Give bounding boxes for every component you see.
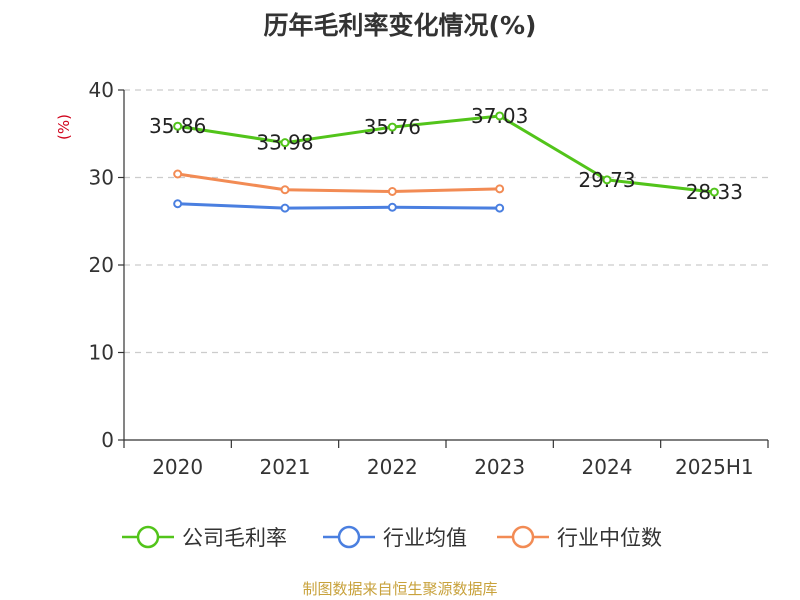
data-label: 35.86	[149, 114, 206, 138]
legend: 公司毛利率 行业均值 行业中位数	[122, 525, 662, 550]
y-tick-label: 40	[89, 78, 114, 102]
x-tick-label: 2023	[474, 455, 525, 479]
gridlines	[124, 89, 768, 354]
legend-marker	[136, 525, 160, 549]
data-point	[173, 121, 183, 131]
series-line	[177, 114, 715, 194]
data-label: 29.73	[578, 168, 635, 192]
data-point	[280, 138, 290, 148]
data-point	[280, 203, 290, 213]
data-label: 33.98	[256, 131, 313, 155]
series-line	[177, 202, 500, 210]
data-point	[495, 184, 505, 194]
x-tick-label: 2025H1	[675, 455, 754, 479]
y-tick-label: 20	[89, 253, 114, 277]
legend-marker	[511, 525, 535, 549]
x-tick-label: 2024	[582, 455, 633, 479]
legend-label: 行业中位数	[557, 526, 662, 550]
legend-label: 行业均值	[383, 526, 467, 550]
x-tick-label: 2022	[367, 455, 418, 479]
data-point	[173, 169, 183, 179]
series-line	[177, 172, 500, 193]
data-point	[280, 185, 290, 195]
x-tick-label: 2021	[260, 455, 311, 479]
data-label: 37.03	[471, 104, 528, 128]
data-point	[387, 122, 397, 132]
data-point	[387, 187, 397, 196]
data-point	[602, 175, 612, 185]
y-tick-label: 10	[89, 341, 114, 365]
legend-label: 公司毛利率	[182, 526, 287, 550]
axes: 0 10 20 30 40 (%) 2020 2021 2022 2023 2024 2025H1	[55, 78, 769, 479]
y-axis-label: (%)	[55, 114, 73, 140]
source-note: 制图数据来自恒生聚源数据库	[302, 580, 498, 598]
data-point	[495, 111, 505, 121]
y-tick-label: 0	[101, 428, 114, 452]
x-tick-label: 2020	[152, 455, 203, 479]
legend-marker	[337, 525, 361, 549]
data-point	[387, 202, 397, 212]
data-point	[495, 203, 505, 213]
y-tick-label: 30	[89, 166, 114, 190]
data-label: 35.76	[364, 115, 421, 139]
data-labels: 35.86 33.98 35.76 37.03 29.73 28.33	[149, 104, 743, 204]
series-lines	[173, 111, 719, 213]
data-point	[709, 187, 719, 197]
data-point	[173, 199, 183, 209]
chart-title: 历年毛利率变化情况(%)	[263, 11, 537, 40]
data-label: 28.33	[686, 180, 743, 204]
